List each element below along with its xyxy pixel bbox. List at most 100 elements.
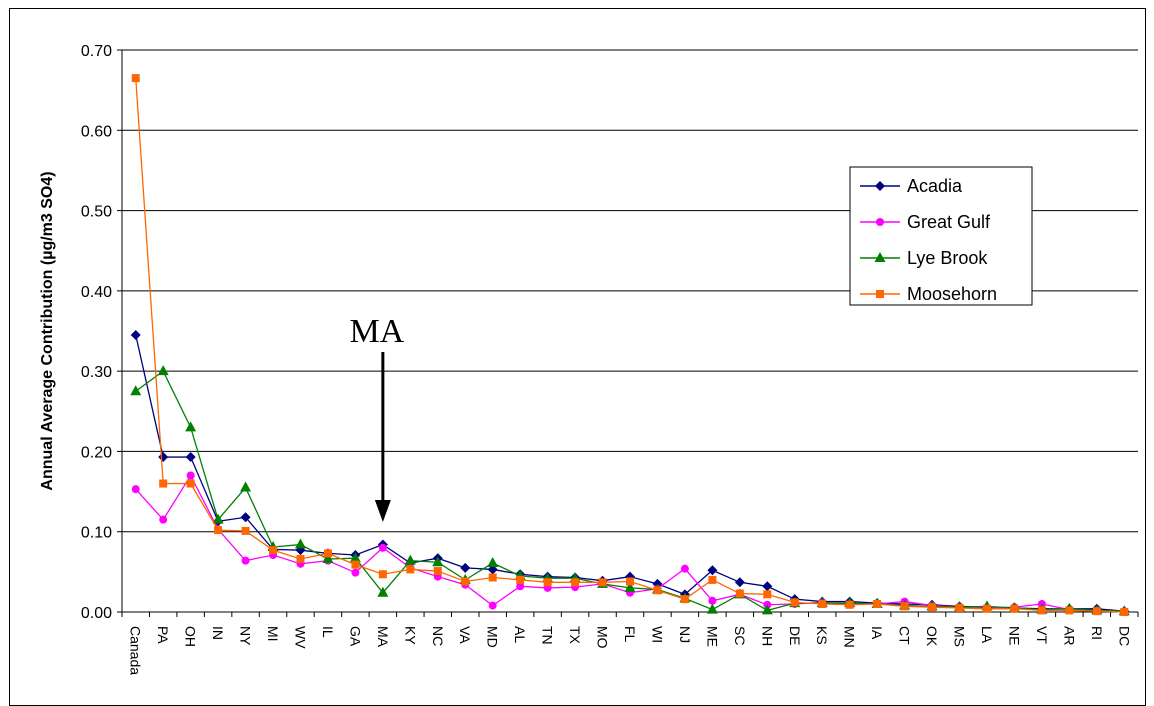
series-line [135, 334, 1125, 612]
x-tick-label: FL [622, 626, 638, 643]
x-tick-label: GA [347, 626, 363, 647]
data-point [351, 560, 360, 569]
data-point [708, 596, 717, 605]
x-tick-label: WI [649, 626, 665, 643]
series-moosehorn [131, 74, 1129, 616]
x-tick-label: WV [292, 626, 308, 649]
data-point [653, 586, 662, 595]
legend-marker [874, 252, 886, 262]
y-tick-label: 0.30 [81, 364, 112, 381]
data-point [349, 552, 361, 563]
x-tick-label: PA [155, 626, 171, 644]
data-point [296, 555, 305, 564]
data-point [130, 330, 141, 341]
data-point [955, 603, 964, 612]
data-point [404, 554, 416, 565]
data-point [432, 556, 444, 567]
y-axis-label: Annual Average Contribution (µg/m3 SO4) [39, 171, 56, 490]
annotation-label: MA [349, 313, 404, 350]
legend-label: Great Gulf [907, 212, 991, 232]
data-point [516, 582, 525, 591]
data-point [845, 600, 854, 609]
data-point [212, 513, 224, 524]
data-point [928, 603, 937, 612]
data-point [624, 581, 636, 592]
data-point [708, 575, 717, 584]
x-tick-label: NE [1006, 626, 1022, 645]
x-tick-label: IA [869, 626, 885, 640]
data-point [706, 603, 718, 614]
data-point [323, 549, 332, 558]
data-point [626, 577, 634, 586]
data-point [762, 581, 773, 592]
data-point [157, 365, 169, 376]
data-point [131, 74, 140, 83]
data-point [460, 562, 471, 573]
x-tick-label: KS [814, 626, 830, 645]
x-tick-label: LA [979, 626, 995, 644]
x-tick-label: MI [265, 626, 281, 642]
legend-item: Moosehorn [860, 284, 997, 304]
data-point [378, 543, 387, 552]
series-group [130, 74, 1130, 617]
data-point [240, 512, 251, 523]
data-point [378, 570, 387, 579]
x-tick-label: IN [210, 626, 226, 640]
axes [121, 50, 1138, 613]
x-tick-label: NY [238, 626, 254, 646]
x-tick-label: MO [595, 626, 611, 649]
y-axis-ticks: 0.00 0.10 0.20 0.30 0.40 0.50 0.60 0.70 [81, 43, 122, 622]
data-point [680, 595, 689, 604]
data-point [761, 604, 773, 615]
x-tick-label: Canada [128, 626, 144, 675]
data-point [159, 515, 168, 524]
data-point [763, 590, 772, 599]
data-point [1010, 604, 1019, 613]
data-point [241, 556, 250, 565]
data-point [131, 485, 140, 494]
data-point [186, 471, 195, 480]
x-tick-label: VT [1034, 626, 1050, 644]
data-point [516, 575, 525, 584]
data-point [130, 385, 142, 396]
x-tick-label: MA [375, 626, 391, 648]
data-point [185, 421, 197, 432]
legend-marker [875, 181, 885, 191]
data-point [294, 538, 306, 549]
data-point [433, 567, 442, 576]
x-tick-label: NC [430, 626, 446, 646]
legend-marker [876, 290, 884, 298]
x-tick-label: NJ [677, 626, 693, 643]
data-point [900, 602, 909, 611]
x-tick-label: TX [567, 626, 583, 645]
data-point [982, 604, 991, 613]
x-tick-label: TN [540, 626, 556, 645]
data-point [240, 481, 252, 492]
x-tick-label: NH [759, 626, 775, 646]
y-tick-label: 0.60 [81, 123, 112, 140]
x-tick-label: OK [924, 626, 940, 647]
series-acadia [130, 330, 1130, 617]
x-tick-label: MS [952, 626, 968, 647]
legend-label: Acadia [907, 176, 963, 196]
data-point [1120, 608, 1129, 616]
x-tick-label: AL [512, 626, 528, 643]
x-axis-ticks: Canada PA OH IN NY MI WV IL GA MA KY NC VA MD AL TN TX MO… [121, 612, 1139, 675]
legend-label: Moosehorn [907, 284, 997, 304]
x-tick-label: SC [732, 626, 748, 645]
y-tick-label: 0.50 [81, 204, 112, 221]
data-point [1037, 606, 1046, 615]
data-point [735, 589, 744, 598]
data-point [707, 565, 718, 576]
x-tick-label: RI [1089, 626, 1105, 640]
data-point [543, 578, 552, 587]
data-point [487, 557, 499, 568]
x-tick-label: AR [1061, 626, 1077, 645]
legend-marker [876, 218, 884, 226]
series-great-gulf [131, 471, 1129, 616]
x-tick-label: VA [457, 626, 473, 644]
data-point [461, 577, 470, 586]
annotation: MA [349, 313, 405, 522]
data-point [351, 568, 360, 577]
